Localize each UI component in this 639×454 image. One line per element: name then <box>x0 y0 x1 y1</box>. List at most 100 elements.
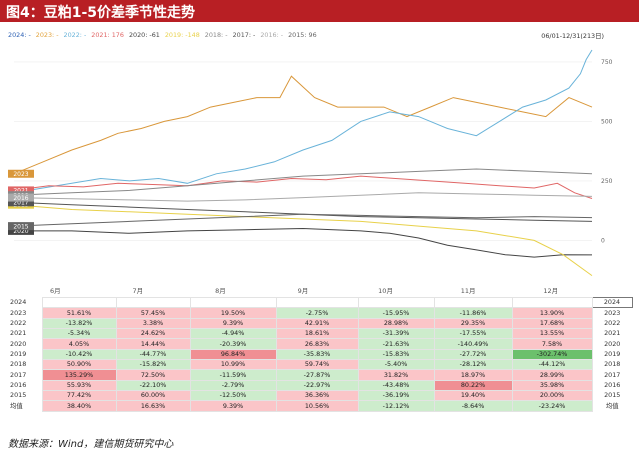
row-year-label: 2022 <box>10 318 27 327</box>
table-cell <box>357 296 435 309</box>
row-year-label-right: 2018 <box>604 360 621 369</box>
seasonal-line-chart: 75050025006月7月8月9月10月11月12月2023202220212… <box>8 49 613 295</box>
y-tick-label: 750 <box>601 59 613 66</box>
x-tick-label: 10月 <box>378 287 393 295</box>
row-year-label: 2021 <box>10 329 27 338</box>
table-cell: 29.35% <box>433 317 513 330</box>
row-year-label: 2015 <box>10 391 27 400</box>
table-cell: 17.68% <box>511 317 593 330</box>
table-row: 2018 50.90% -15.82% 10.99% 59.74% -5.40% -28.1… <box>6 359 632 371</box>
table-row: 2021 -5.34% 24.62% -4.94% 18.61% -31.39% -17.5… <box>6 328 632 340</box>
table-cell <box>511 296 593 309</box>
table-cell: 14.44% <box>115 338 191 350</box>
series-tag <box>8 193 34 202</box>
x-tick-label: 11月 <box>461 287 476 295</box>
series-tag-label: 2016 <box>13 195 28 202</box>
table-row: 2015 77.42% 60.00% -12.50% 36.36% -36.19% 19.4… <box>6 390 632 402</box>
table-cell: 38.40% <box>41 400 117 412</box>
y-tick-label: 0 <box>601 237 605 244</box>
legend-item: 2015: 96 <box>288 31 317 39</box>
table-cell: 55.93% <box>41 379 117 392</box>
table-row: 2020 4.05% 14.44% -20.39% 26.83% -21.63% -140.… <box>6 338 632 350</box>
table-cell: -8.64% <box>433 400 513 412</box>
series-tag <box>8 186 34 195</box>
row-year-label-right: 2015 <box>604 391 621 400</box>
x-tick-label: 7月 <box>133 287 144 295</box>
series-tag-label: 2023 <box>13 171 28 178</box>
x-tick-label: 12月 <box>543 287 558 295</box>
table-cell <box>275 296 359 309</box>
series-tag-label: 2020 <box>13 228 28 235</box>
source-note: 数据来源：Wind，建信期货研究中心 <box>8 439 174 450</box>
table-cell: -31.39% <box>357 328 435 340</box>
table-cell: 18.97% <box>433 369 513 381</box>
table-row: 2019 -10.42% -44.77% 96.84% -35.83% -15.83% -2… <box>6 348 632 361</box>
y-tick-label: 250 <box>601 178 613 185</box>
table-cell: -2.79% <box>189 379 277 392</box>
table-cell: 36.36% <box>275 390 359 402</box>
table-row: 2022 -13.82% 3.38% 9.39% 42.91% 28.98% 29.35% 1… <box>6 317 632 330</box>
series-line-2018 <box>13 168 593 196</box>
table-cell: -21.63% <box>357 338 435 350</box>
table-cell: 9.39% <box>189 400 277 412</box>
table-cell: 24.62% <box>115 328 191 340</box>
row-year-label-right: 均值 <box>605 401 619 410</box>
series-tag <box>8 198 34 207</box>
table-cell: 72.50% <box>115 369 191 381</box>
table-row: 2017 135.29% 72.50% -11.59% -27.87% 31.82% 18.… <box>6 369 632 381</box>
table-cell: -17.55% <box>433 328 513 340</box>
table-cell: 135.29% <box>41 369 117 381</box>
table-cell: 13.55% <box>511 328 593 340</box>
table-cell: 59.74% <box>275 359 359 371</box>
table-cell: 28.99% <box>511 369 593 381</box>
row-year-label: 2024 <box>10 298 27 307</box>
table-row: 2023 51.61% 57.45% 19.50% -2.75% -15.95% -11.8… <box>6 307 632 319</box>
row-year-label-right: 2022 <box>604 318 621 327</box>
table-row: 2016 55.93% -22.10% -2.79% -22.97% -43.48% 80.… <box>6 379 632 392</box>
table-cell: -27.87% <box>275 369 359 381</box>
row-year-label: 均值 <box>10 401 23 410</box>
table-cell: 19.40% <box>433 390 513 402</box>
table-cell: -11.86% <box>433 307 513 319</box>
table-cell: -5.34% <box>41 328 117 340</box>
table-cell: 80.22% <box>433 379 513 392</box>
table-cell: 50.90% <box>41 359 117 371</box>
x-tick-label: 6月 <box>50 287 61 295</box>
x-tick-label: 8月 <box>215 287 226 295</box>
table-cell: -36.19% <box>357 390 435 402</box>
title-bar: 图4：豆粕1-5价差季节性走势 <box>0 0 639 22</box>
table-cell: -27.72% <box>433 348 513 361</box>
row-year-label-right: 2017 <box>604 370 621 379</box>
table-cell: 35.98% <box>511 379 593 392</box>
table-cell: 10.99% <box>189 359 277 371</box>
table-cell: -5.40% <box>357 359 435 371</box>
table-cell: 96.84% <box>189 348 277 361</box>
date-range-label: 06/01-12/31(213日) <box>541 32 604 40</box>
series-tag <box>8 222 34 231</box>
table-cell: -15.95% <box>357 307 435 319</box>
legend-item: 2017: - <box>232 31 256 39</box>
row-year-label: 2019 <box>10 349 27 358</box>
table-cell <box>115 296 191 309</box>
table-cell: -15.83% <box>357 348 435 361</box>
table-cell: -4.94% <box>189 328 277 340</box>
table-cell: -44.12% <box>511 359 593 371</box>
table-cell: 51.61% <box>41 307 117 319</box>
series-tag <box>8 169 34 178</box>
table-cell: 13.90% <box>511 307 593 319</box>
series-line-2020 <box>14 227 593 258</box>
table-cell: 77.42% <box>41 390 117 402</box>
table-cell: 42.91% <box>275 317 359 330</box>
table-cell: -28.12% <box>433 359 513 371</box>
table-cell: 7.58% <box>511 338 593 350</box>
row-year-label: 2023 <box>10 308 27 317</box>
row-year-label-right: 2020 <box>604 339 621 348</box>
series-line-2022 <box>13 49 593 194</box>
series-line-2019 <box>13 204 593 277</box>
table-cell: -20.39% <box>189 338 277 350</box>
table-cell <box>41 296 117 309</box>
legend-item: 2021: 176 <box>91 31 124 39</box>
x-tick-label: 9月 <box>298 287 309 295</box>
series-line-2016 <box>13 192 593 202</box>
series-line-2023 <box>13 75 593 175</box>
